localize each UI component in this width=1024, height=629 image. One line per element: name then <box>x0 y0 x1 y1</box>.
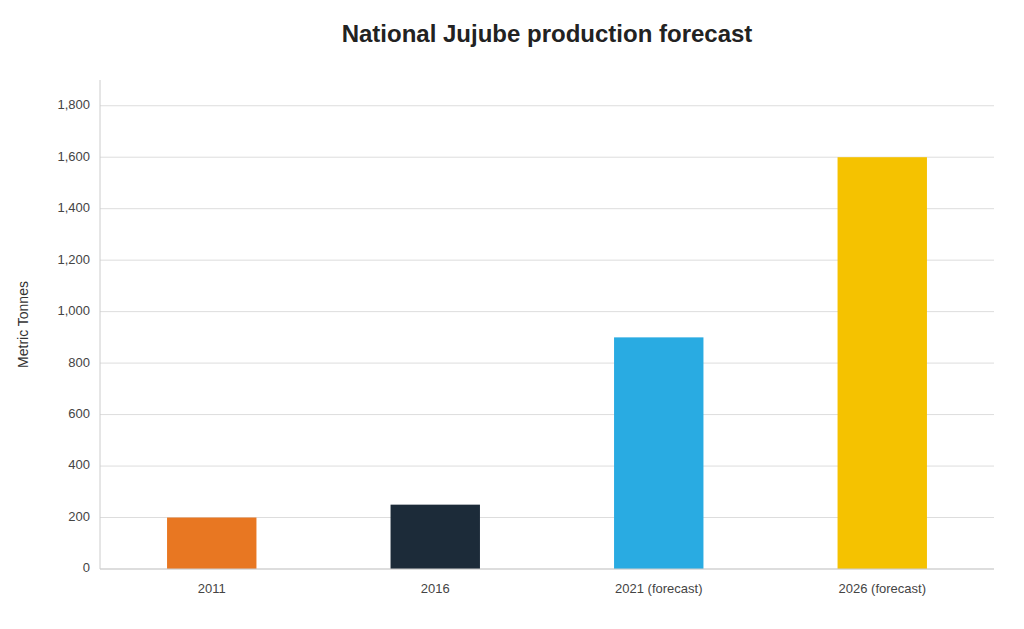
y-tick-label: 1,400 <box>57 200 90 215</box>
bars <box>167 157 927 569</box>
y-tick-label: 200 <box>68 509 90 524</box>
y-axis-line <box>100 80 101 569</box>
bar <box>391 505 480 569</box>
y-tick-label: 1,600 <box>57 149 90 164</box>
bar <box>167 518 256 569</box>
y-tick-label: 400 <box>68 457 90 472</box>
y-tick-label: 800 <box>68 355 90 370</box>
y-axis-label: Metric Tonnes <box>15 281 31 368</box>
x-axis-line <box>100 569 994 570</box>
grid <box>100 106 994 569</box>
y-tick-label: 600 <box>68 406 90 421</box>
y-tick-label: 1,800 <box>57 97 90 112</box>
bar <box>838 157 927 569</box>
grid-line <box>100 569 994 570</box>
x-tick-label: 2011 <box>198 581 226 596</box>
bar <box>614 337 703 569</box>
chart-container: 0 200 400 600 800 1,000 1,200 1,400 1,600 1,800 20… <box>0 0 1024 629</box>
y-tick-label: 0 <box>83 560 90 575</box>
grid-line <box>100 105 994 106</box>
x-tick-label: 2026 (forecast) <box>839 581 926 596</box>
y-tick-label: 1,000 <box>57 303 90 318</box>
chart-title: National Jujube production forecast <box>342 20 753 47</box>
chart-svg: 0 200 400 600 800 1,000 1,200 1,400 1,600 1,800 20… <box>0 0 1024 629</box>
y-tick-label: 1,200 <box>57 252 90 267</box>
x-tick-label: 2021 (forecast) <box>615 581 702 596</box>
x-tick-label: 2016 <box>421 581 450 596</box>
